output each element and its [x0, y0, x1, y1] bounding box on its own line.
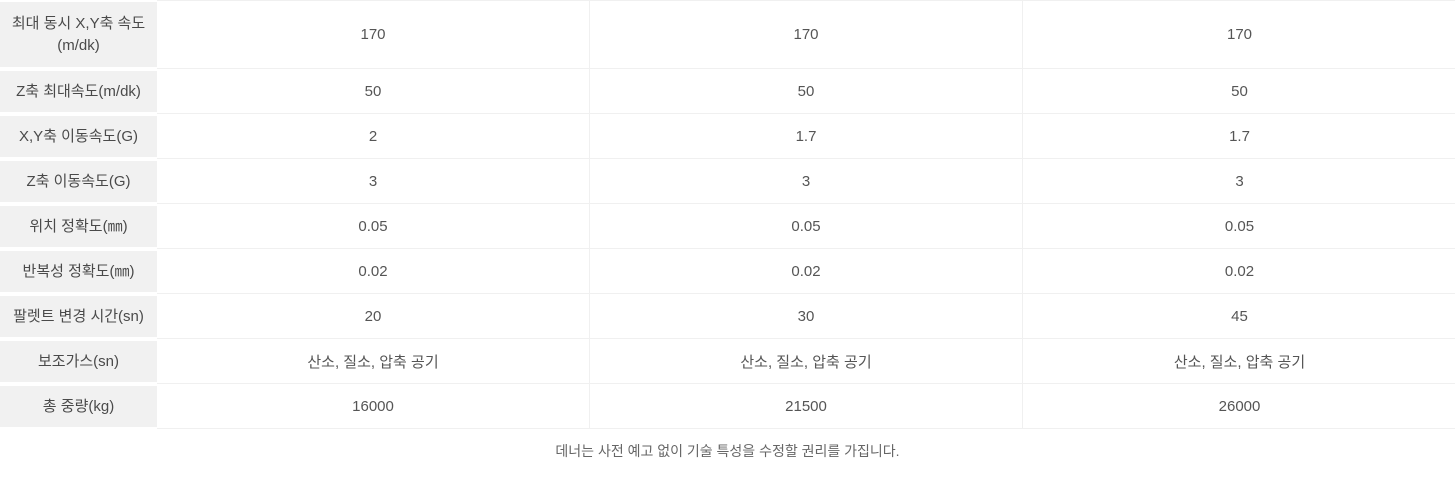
spec-value-cell: 0.05	[590, 204, 1023, 249]
table-row: Z축 이동속도(G) 3 3 3	[0, 159, 1455, 204]
table-row: X,Y축 이동속도(G) 2 1.7 1.7	[0, 114, 1455, 159]
spec-value-cell: 21500	[590, 384, 1023, 429]
table-row: 위치 정확도(㎜) 0.05 0.05 0.05	[0, 204, 1455, 249]
table-row: 보조가스(sn) 산소, 질소, 압축 공기 산소, 질소, 압축 공기 산소,…	[0, 339, 1455, 384]
table-row: 반복성 정확도(㎜) 0.02 0.02 0.02	[0, 249, 1455, 294]
row-label: 총 중량(kg)	[0, 384, 157, 429]
spec-value-cell: 20	[157, 294, 590, 339]
spec-value-cell: 16000	[157, 384, 590, 429]
spec-table: 최대 동시 X,Y축 속도 (m/dk) 170 170 170 Z축 최대속도…	[0, 0, 1455, 429]
spec-value-cell: 3	[157, 159, 590, 204]
spec-value-cell: 50	[157, 69, 590, 114]
spec-value-cell: 170	[1023, 0, 1455, 69]
spec-value-cell: 산소, 질소, 압축 공기	[157, 339, 590, 384]
table-row: Z축 최대속도(m/dk) 50 50 50	[0, 69, 1455, 114]
row-label: 반복성 정확도(㎜)	[0, 249, 157, 294]
row-label: X,Y축 이동속도(G)	[0, 114, 157, 159]
row-label: 팔렛트 변경 시간(sn)	[0, 294, 157, 339]
spec-value-cell: 45	[1023, 294, 1455, 339]
table-row: 최대 동시 X,Y축 속도 (m/dk) 170 170 170	[0, 0, 1455, 69]
row-label: 최대 동시 X,Y축 속도 (m/dk)	[0, 0, 157, 69]
spec-value-cell: 2	[157, 114, 590, 159]
spec-value-cell: 50	[1023, 69, 1455, 114]
spec-value-cell: 0.05	[1023, 204, 1455, 249]
spec-value-cell: 3	[590, 159, 1023, 204]
row-label: Z축 이동속도(G)	[0, 159, 157, 204]
spec-value-cell: 0.02	[157, 249, 590, 294]
disclaimer-note: 데너는 사전 예고 없이 기술 특성을 수정할 권리를 가집니다.	[555, 443, 900, 459]
row-label: 위치 정확도(㎜)	[0, 204, 157, 249]
table-row: 총 중량(kg) 16000 21500 26000	[0, 384, 1455, 429]
spec-value-cell: 170	[157, 0, 590, 69]
spec-value-cell: 0.05	[157, 204, 590, 249]
spec-value-cell: 30	[590, 294, 1023, 339]
spec-value-cell: 0.02	[1023, 249, 1455, 294]
spec-value-cell: 산소, 질소, 압축 공기	[590, 339, 1023, 384]
spec-value-cell: 1.7	[1023, 114, 1455, 159]
row-label: Z축 최대속도(m/dk)	[0, 69, 157, 114]
spec-value-cell: 1.7	[590, 114, 1023, 159]
spec-value-cell: 0.02	[590, 249, 1023, 294]
table-row: 팔렛트 변경 시간(sn) 20 30 45	[0, 294, 1455, 339]
spec-value-cell: 산소, 질소, 압축 공기	[1023, 339, 1455, 384]
spec-value-cell: 50	[590, 69, 1023, 114]
row-label: 보조가스(sn)	[0, 339, 157, 384]
spec-value-cell: 26000	[1023, 384, 1455, 429]
spec-value-cell: 170	[590, 0, 1023, 69]
spec-value-cell: 3	[1023, 159, 1455, 204]
